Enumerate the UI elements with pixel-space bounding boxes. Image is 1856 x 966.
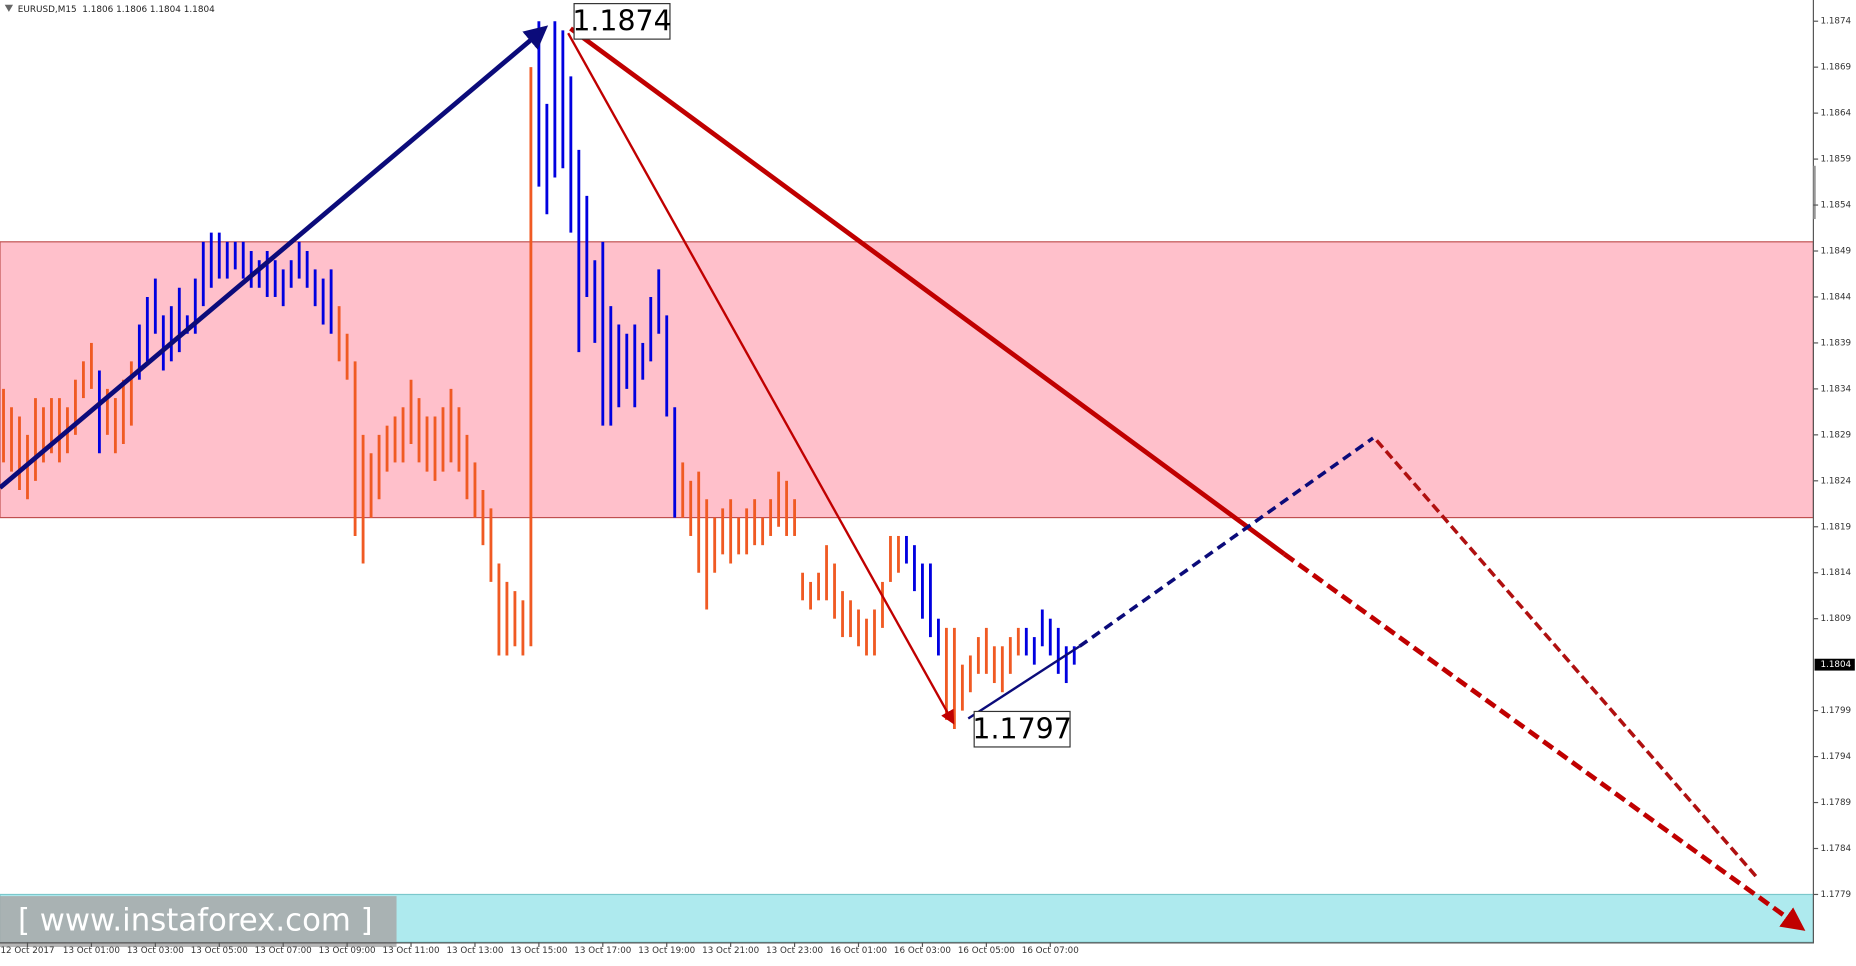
x-tick-label: 16 Oct 03:00	[894, 946, 951, 956]
y-tick-label: 1.1809	[1820, 614, 1851, 624]
zone	[0, 241, 1814, 519]
x-tick-label: 13 Oct 09:00	[319, 946, 376, 956]
y-tick-label: 1.1799	[1820, 706, 1851, 716]
x-tick-label: 13 Oct 17:00	[574, 946, 631, 956]
watermark: [ www.instaforex.com ]	[0, 896, 397, 947]
x-tick-label: 13 Oct 23:00	[766, 946, 823, 956]
wave-arrow	[567, 32, 955, 725]
wave-forecast	[1078, 436, 1375, 648]
y-tick-label: 1.1869	[1820, 63, 1851, 73]
zones	[0, 241, 1814, 943]
annotation-box	[973, 710, 1071, 748]
y-tick-label: 1.1814	[1820, 568, 1851, 578]
y-tick-label: 1.1844	[1820, 292, 1851, 302]
y-tick-label: 1.1864	[1820, 109, 1851, 119]
y-tick-label: 1.1834	[1820, 384, 1851, 394]
annotation: 1.1874	[572, 5, 671, 38]
wave-line	[569, 26, 1286, 556]
y-tick-label: 1.1784	[1820, 844, 1851, 854]
y-tick-label: 1.1849	[1820, 247, 1851, 257]
y-tick-label: 1.1854	[1820, 201, 1851, 211]
x-tick-label: 13 Oct 01:00	[63, 946, 120, 956]
y-tick-label: 1.1779	[1820, 890, 1851, 900]
price-label-box	[1814, 658, 1855, 671]
x-tick-label: 16 Oct 07:00	[1022, 946, 1079, 956]
symbol-icon	[4, 4, 14, 12]
x-tick-label: 13 Oct 13:00	[446, 946, 503, 956]
annotations: 1.1874 1.1797	[572, 3, 1072, 748]
y-tick-label: 1.1839	[1820, 338, 1851, 348]
x-tick-label: 13 Oct 11:00	[383, 946, 440, 956]
price-label: 1.1804	[1820, 660, 1851, 670]
x-tick-label: 13 Oct 07:00	[255, 946, 312, 956]
annotation-box	[573, 3, 671, 40]
y-tick-label: 1.1829	[1820, 430, 1851, 440]
watermark-box	[0, 896, 397, 947]
bars	[2, 21, 1076, 730]
wave-forecast	[1375, 439, 1760, 880]
y-tick-label: 1.1789	[1820, 798, 1851, 808]
x-tick-label: 13 Oct 15:00	[510, 946, 567, 956]
x-tick-label: 13 Oct 05:00	[191, 946, 248, 956]
wave-arrow	[0, 25, 549, 490]
x-tick-label: 16 Oct 05:00	[958, 946, 1015, 956]
watermark-text: [ www.instaforex.com ]	[18, 903, 373, 939]
y-tick-label: 1.1819	[1820, 522, 1851, 532]
y-tick-label: 1.1859	[1820, 155, 1851, 165]
wave-drawings	[0, 25, 1806, 931]
y-tick-label: 1.1824	[1820, 476, 1851, 486]
annotation: 1.1797	[972, 712, 1071, 745]
wave-line	[967, 645, 1081, 720]
scroll-indicator	[1813, 165, 1816, 220]
x-tick-label: 16 Oct 01:00	[830, 946, 887, 956]
y-tick-label: 1.1794	[1820, 752, 1851, 762]
axes: 1.1874 1.1869 1.1864 1.1859 1.1854 1.1849 1.18…	[0, 17, 1855, 956]
y-tick-label: 1.1874	[1820, 17, 1851, 27]
x-tick-label: 13 Oct 19:00	[638, 946, 695, 956]
x-tick-label: 13 Oct 03:00	[127, 946, 184, 956]
x-tick-label: 12 Oct 2017	[0, 946, 54, 956]
x-tick-label: 13 Oct 21:00	[702, 946, 759, 956]
chart-title: EURUSD,M15 1.1806 1.1806 1.1804 1.1804	[18, 5, 215, 15]
